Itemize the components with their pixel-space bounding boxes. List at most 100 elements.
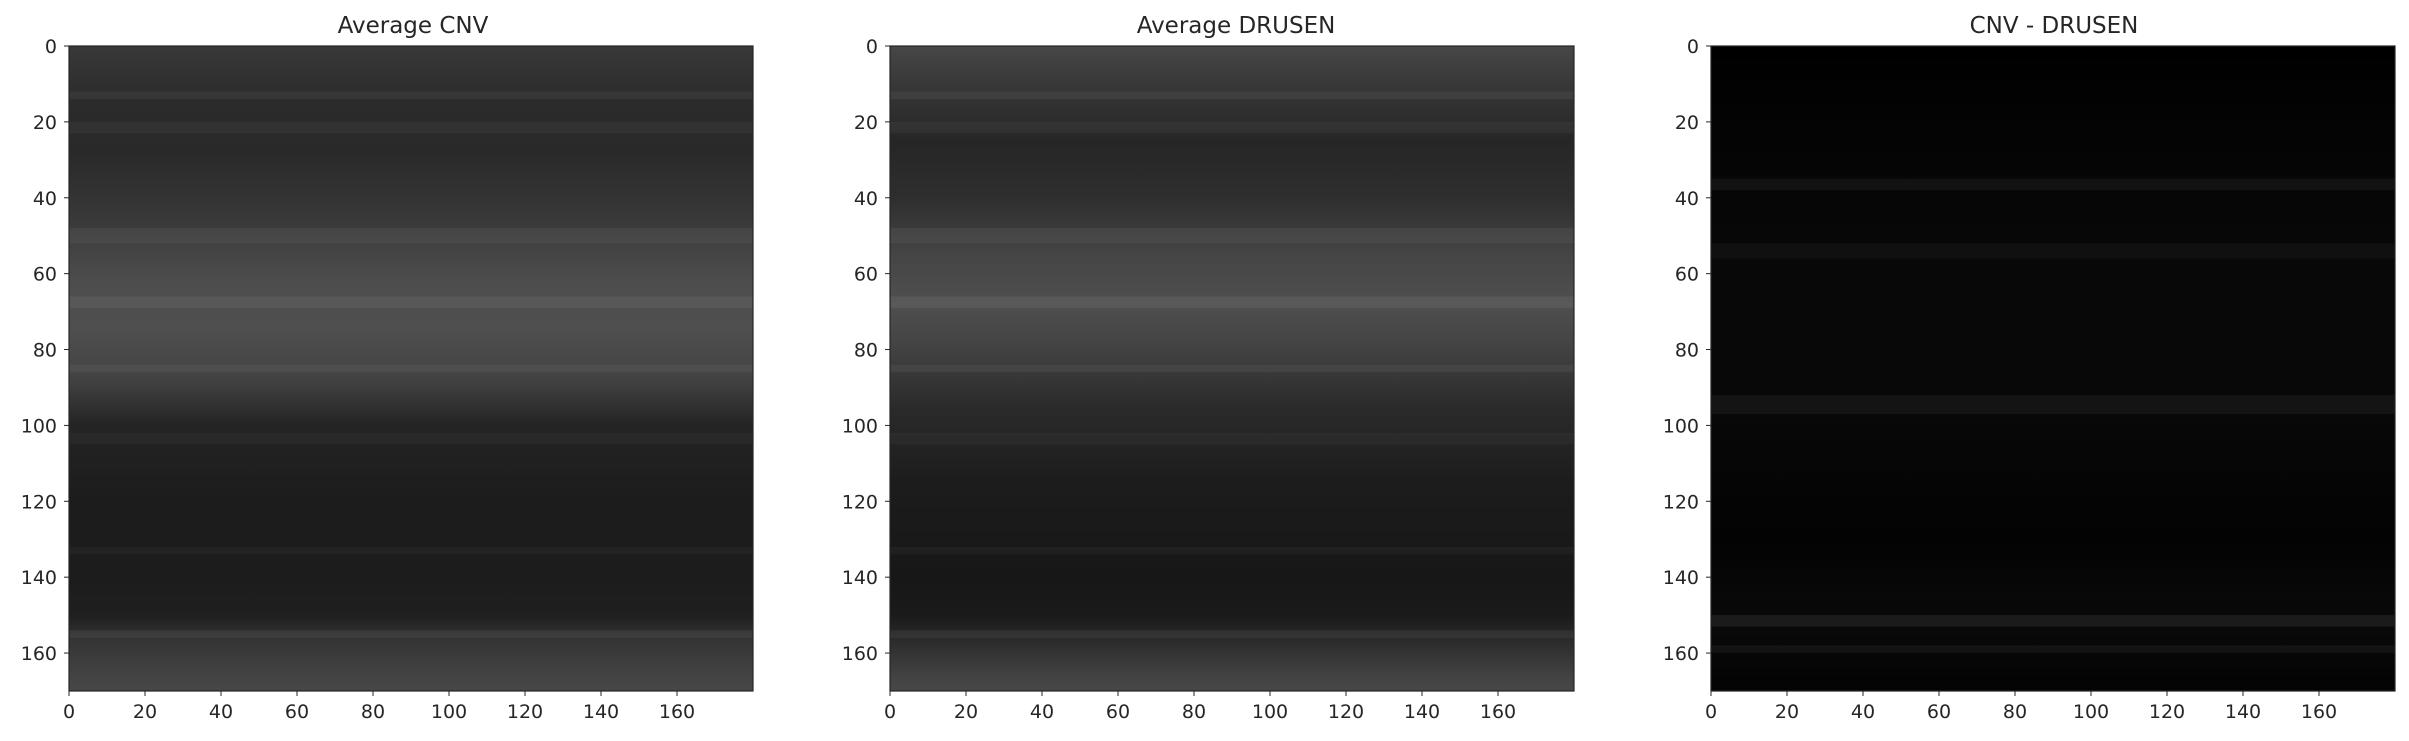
x-tick-label: 80 — [361, 701, 385, 723]
x-tick-label: 100 — [1252, 701, 1288, 723]
texture-band — [69, 91, 753, 100]
x-tick-label: 160 — [2301, 701, 2337, 723]
x-tick-label: 40 — [1851, 701, 1875, 723]
texture-overlay — [890, 91, 1574, 638]
heatmap-image — [890, 46, 1574, 691]
y-axis: 0 20 40 60 80 100 120 140 160 — [21, 36, 69, 665]
x-tick-label: 120 — [2149, 701, 2185, 723]
texture-band — [69, 228, 753, 244]
y-tick-label: 0 — [866, 36, 878, 58]
texture-band — [69, 296, 753, 308]
x-tick-label: 20 — [954, 701, 978, 723]
y-axis: 0 20 40 60 80 100 120 140 160 — [842, 36, 890, 665]
y-tick-label: 80 — [854, 340, 878, 362]
axes-frame — [889, 45, 1575, 692]
y-tick-label: 20 — [854, 112, 878, 134]
y-tick-label: 80 — [33, 340, 57, 362]
y-tick-label: 100 — [842, 415, 878, 437]
y-tick-label: 160 — [1663, 643, 1699, 665]
x-tick-label: 140 — [2225, 701, 2261, 723]
y-tick-label: 100 — [21, 415, 57, 437]
texture-band — [890, 91, 1574, 100]
x-tick-label: 0 — [884, 701, 896, 723]
y-tick-label: 80 — [1675, 340, 1699, 362]
x-tick-label: 20 — [133, 701, 157, 723]
x-tick-label: 0 — [63, 701, 75, 723]
y-tick-label: 40 — [1675, 188, 1699, 210]
y-tick-label: 120 — [842, 491, 878, 513]
heatmap-image — [69, 46, 753, 691]
x-tick-label: 80 — [2003, 701, 2027, 723]
texture-band — [1711, 615, 2395, 627]
y-tick-label: 60 — [1675, 264, 1699, 286]
x-tick-label: 140 — [583, 701, 619, 723]
heatmap-fill — [69, 46, 753, 691]
y-tick-label: 140 — [842, 567, 878, 589]
y-tick-label: 60 — [33, 264, 57, 286]
panel-cnv-minus-drusen: CNV - DRUSEN 0 20 40 60 80 100 120 140 160 0 20 40… — [1663, 13, 2396, 723]
axes-frame — [68, 45, 754, 692]
texture-band — [890, 296, 1574, 308]
texture-band — [69, 121, 753, 134]
heatmap-image — [1711, 46, 2395, 691]
texture-band — [890, 547, 1574, 555]
x-axis: 0 20 40 60 80 100 120 140 160 — [63, 691, 695, 723]
y-tick-label: 100 — [1663, 415, 1699, 437]
y-tick-label: 120 — [21, 491, 57, 513]
y-tick-label: 120 — [1663, 491, 1699, 513]
texture-overlay — [1711, 178, 2395, 654]
x-tick-label: 140 — [1404, 701, 1440, 723]
y-tick-label: 0 — [45, 36, 57, 58]
texture-band — [69, 630, 753, 638]
panel-average-drusen: Average DRUSEN 0 20 40 60 80 100 120 140 160 0 20… — [842, 13, 1575, 723]
x-tick-label: 0 — [1705, 701, 1717, 723]
x-tick-label: 100 — [431, 701, 467, 723]
y-tick-label: 40 — [33, 188, 57, 210]
y-tick-label: 140 — [21, 567, 57, 589]
texture-band — [69, 364, 753, 373]
panel-title: CNV - DRUSEN — [1970, 13, 2139, 39]
x-tick-label: 40 — [1030, 701, 1054, 723]
x-axis: 0 20 40 60 80 100 120 140 160 — [1705, 691, 2337, 723]
panel-average-cnv: Average CNV 0 20 40 60 80 100 120 140 160 0 20 40 6… — [21, 13, 754, 723]
heatmap-fill — [1711, 46, 2395, 691]
texture-band — [890, 364, 1574, 373]
y-tick-label: 20 — [33, 112, 57, 134]
y-tick-label: 20 — [1675, 112, 1699, 134]
texture-band — [890, 121, 1574, 134]
x-tick-label: 60 — [1106, 701, 1130, 723]
x-tick-label: 60 — [1927, 701, 1951, 723]
texture-band — [1711, 178, 2395, 191]
y-tick-label: 60 — [854, 264, 878, 286]
x-tick-label: 60 — [285, 701, 309, 723]
y-tick-label: 0 — [1687, 36, 1699, 58]
panel-title: Average DRUSEN — [1137, 13, 1336, 39]
texture-band — [890, 433, 1574, 444]
y-tick-label: 140 — [1663, 567, 1699, 589]
texture-overlay — [69, 91, 753, 638]
texture-band — [69, 433, 753, 444]
x-axis: 0 20 40 60 80 100 120 140 160 — [884, 691, 1516, 723]
x-tick-label: 120 — [1328, 701, 1364, 723]
x-tick-label: 120 — [507, 701, 543, 723]
y-tick-label: 160 — [21, 643, 57, 665]
x-tick-label: 20 — [1775, 701, 1799, 723]
panel-title: Average CNV — [338, 13, 489, 39]
x-tick-label: 160 — [659, 701, 695, 723]
texture-band — [69, 547, 753, 555]
y-axis: 0 20 40 60 80 100 120 140 160 — [1663, 36, 1711, 665]
x-tick-label: 80 — [1182, 701, 1206, 723]
texture-band — [1711, 645, 2395, 654]
x-tick-label: 40 — [209, 701, 233, 723]
texture-band — [890, 228, 1574, 244]
x-tick-label: 160 — [1480, 701, 1516, 723]
texture-band — [1711, 243, 2395, 259]
axes-frame — [1710, 45, 2396, 692]
texture-band — [1711, 395, 2395, 415]
y-tick-label: 160 — [842, 643, 878, 665]
texture-band — [890, 630, 1574, 638]
x-tick-label: 100 — [2073, 701, 2109, 723]
y-tick-label: 40 — [854, 188, 878, 210]
heatmap-fill — [890, 46, 1574, 691]
